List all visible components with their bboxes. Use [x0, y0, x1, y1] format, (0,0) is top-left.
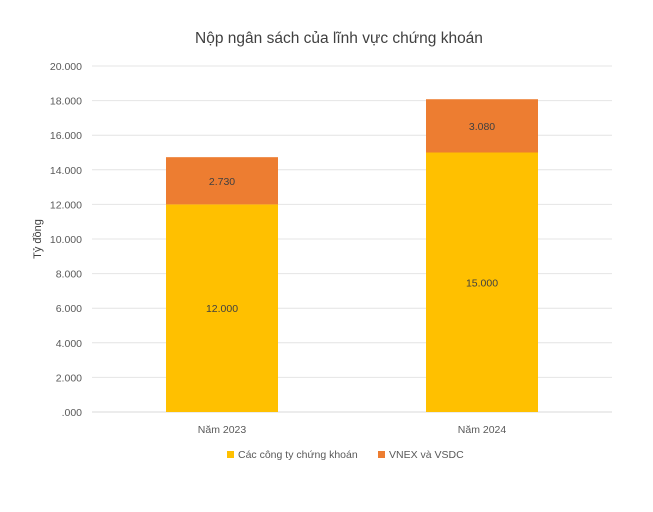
- data-label: 15.000: [466, 277, 498, 289]
- y-tick-label: .000: [62, 407, 83, 419]
- x-tick-label: Năm 2024: [458, 424, 507, 436]
- data-label: 2.730: [209, 176, 235, 188]
- y-tick-label: 18.000: [50, 96, 82, 108]
- legend: Các công ty chứng khoán VNEX và VSDC: [227, 449, 464, 461]
- y-tick-label: 16.000: [50, 130, 82, 142]
- bar-segment: [166, 157, 278, 205]
- legend-label: Các công ty chứng khoán: [238, 449, 358, 461]
- y-tick-label: 6.000: [56, 303, 82, 315]
- bar-segment: [426, 152, 538, 412]
- bars: 12.000 2.730 15.000 3.080: [166, 99, 538, 412]
- y-tick-label: 8.000: [56, 269, 82, 281]
- legend-swatch: [378, 451, 385, 458]
- y-tick-label: 10.000: [50, 234, 82, 246]
- x-tick-label: Năm 2023: [198, 424, 247, 436]
- y-axis-label: Tỷ đồng: [32, 219, 44, 259]
- x-axis-ticks: Năm 2023 Năm 2024: [198, 424, 507, 436]
- data-label: 3.080: [469, 121, 495, 133]
- y-tick-label: 4.000: [56, 338, 82, 350]
- legend-label: VNEX và VSDC: [389, 449, 464, 461]
- y-tick-label: 2.000: [56, 372, 82, 384]
- chart-title: Nộp ngân sách của lĩnh vực chứng khoán: [195, 30, 483, 47]
- bar-segment: [166, 204, 278, 412]
- y-tick-label: 14.000: [50, 165, 82, 177]
- bar-segment: [426, 99, 538, 153]
- y-tick-label: 20.000: [50, 61, 82, 73]
- legend-swatch: [227, 451, 234, 458]
- data-label: 12.000: [206, 303, 238, 315]
- y-axis-ticks: .000 2.000 4.000 6.000 8.000 10.000 12.000 14.0…: [50, 61, 82, 419]
- y-tick-label: 12.000: [50, 199, 82, 211]
